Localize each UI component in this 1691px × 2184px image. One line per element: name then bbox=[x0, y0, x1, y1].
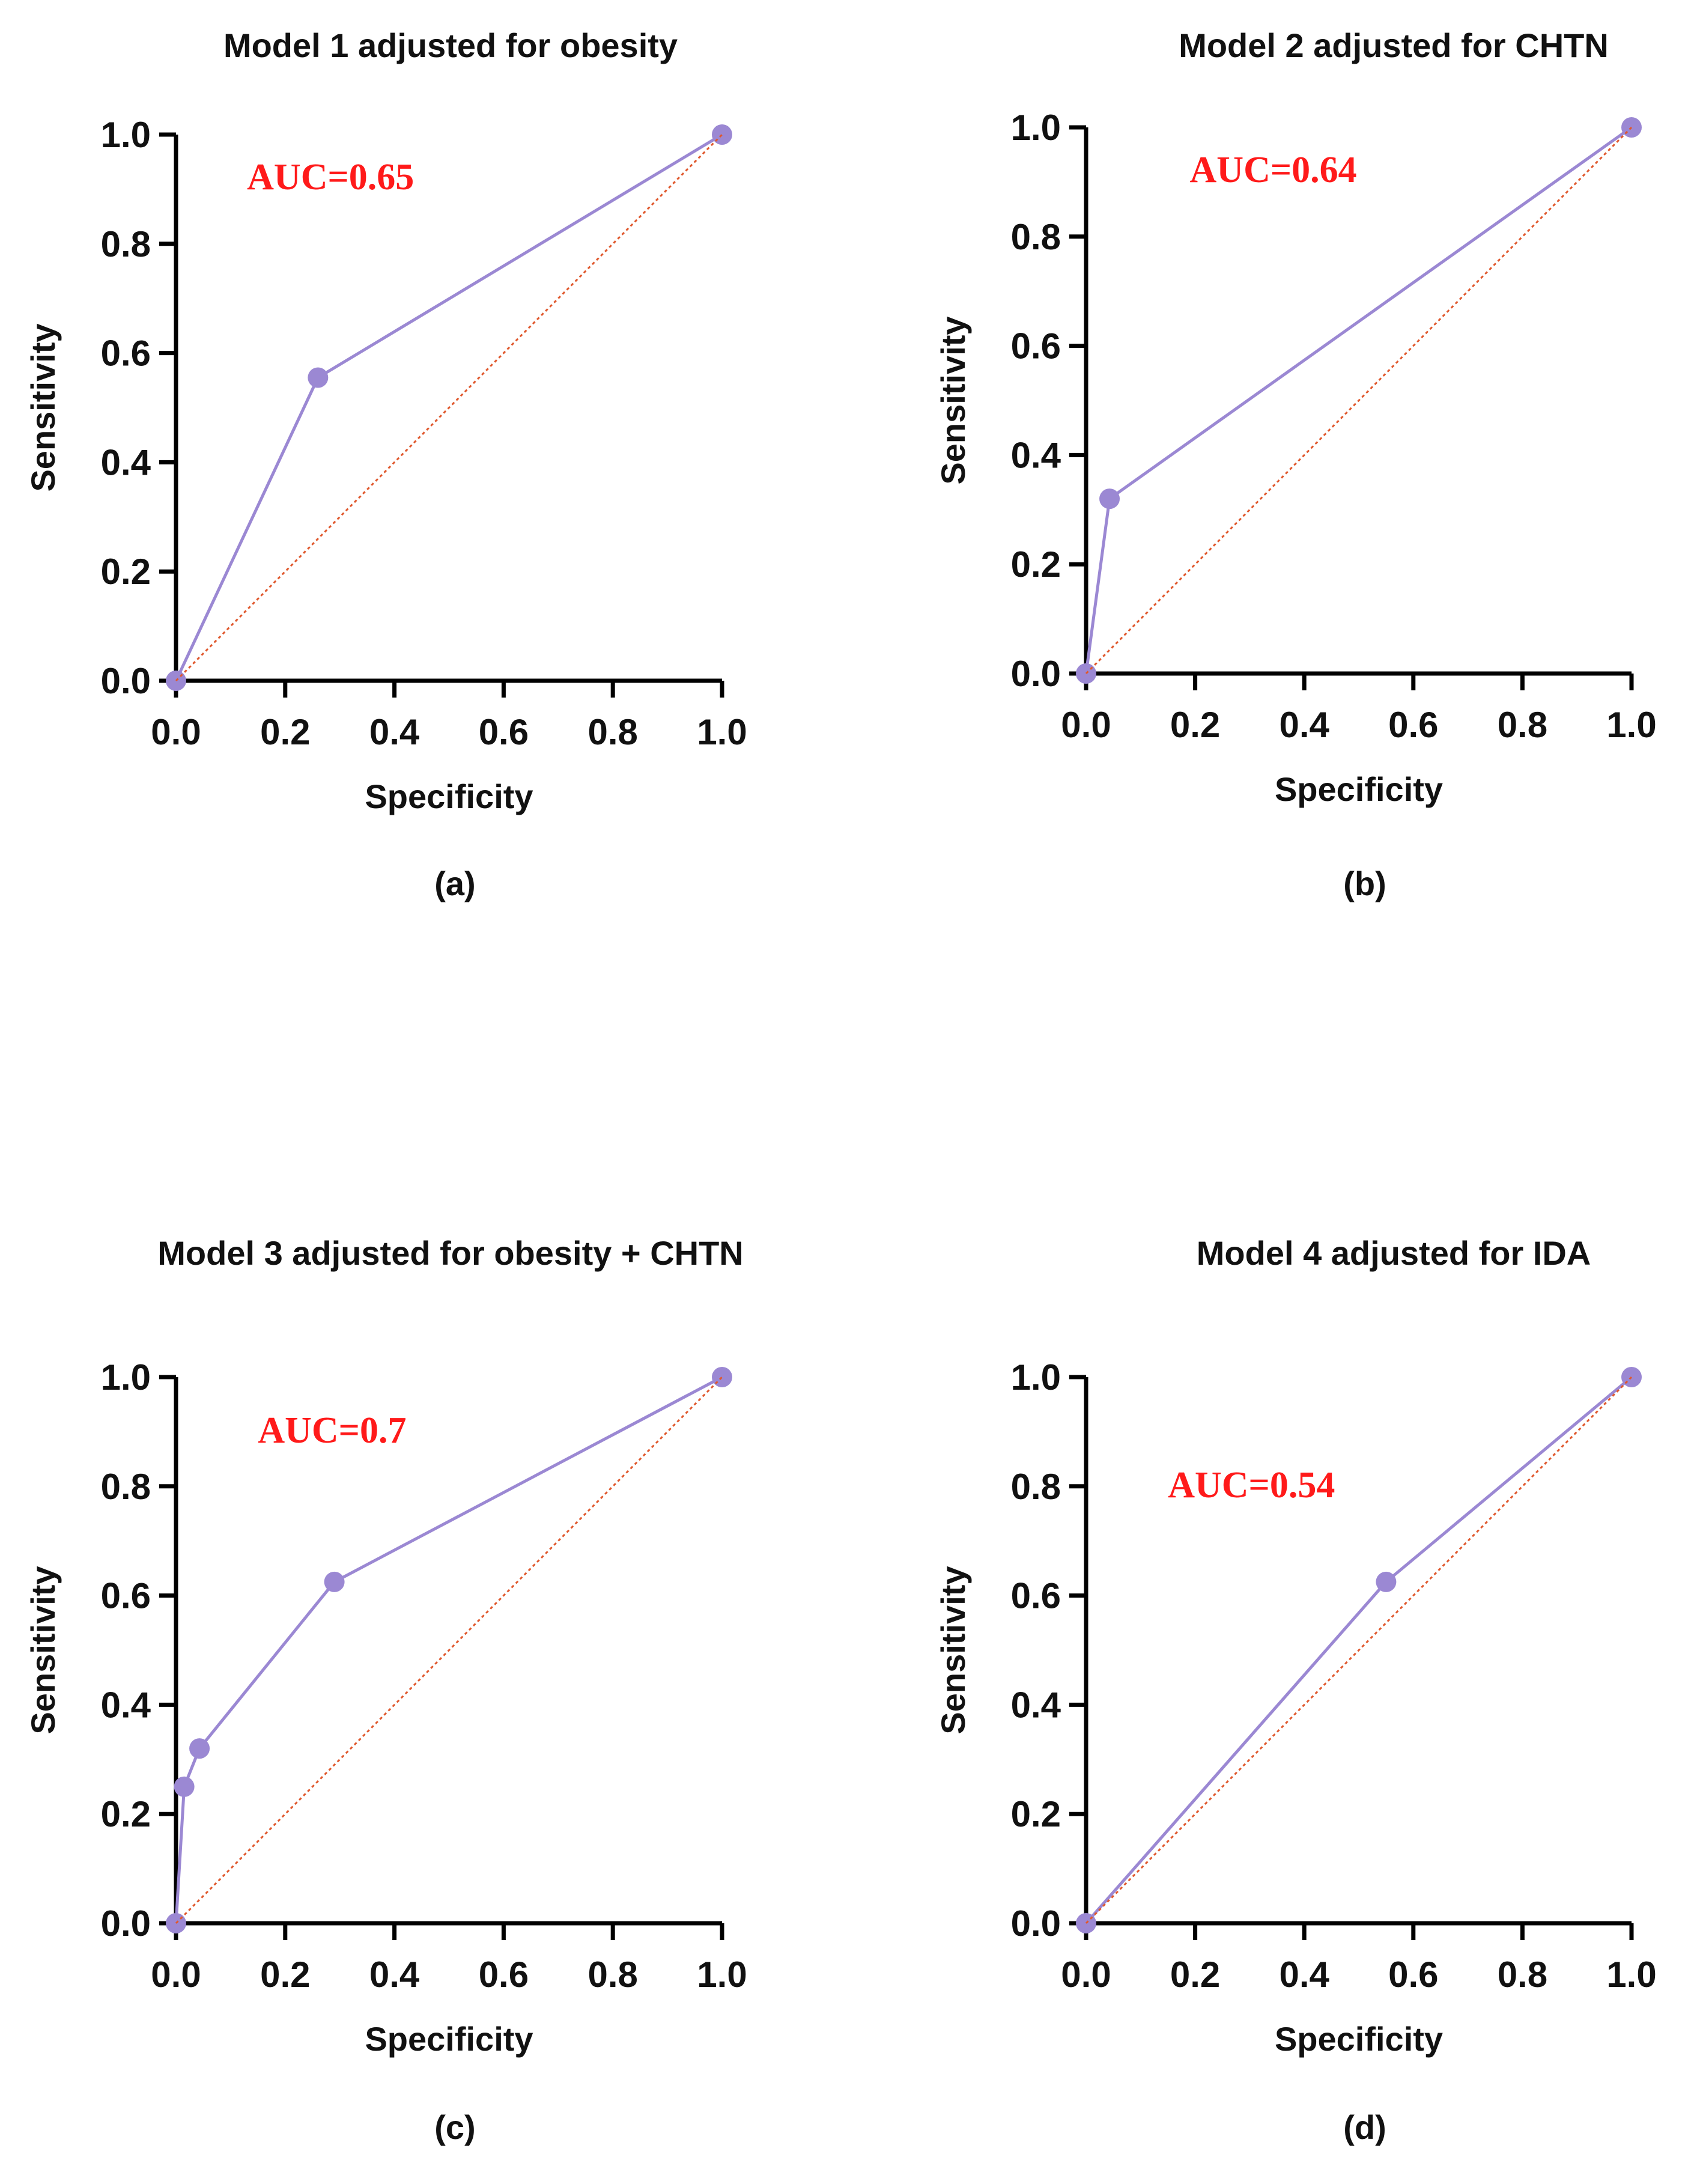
y-tick-label: 0.4 bbox=[1011, 435, 1061, 475]
y-tick-label: 1.0 bbox=[101, 1357, 151, 1398]
x-tick-label: 1.0 bbox=[697, 1954, 747, 1995]
y-tick-label: 0.0 bbox=[101, 661, 151, 701]
roc-point bbox=[712, 124, 732, 145]
x-tick-label: 0.0 bbox=[1061, 705, 1111, 745]
y-tick-label: 1.0 bbox=[101, 115, 151, 155]
y-axis-label: Sensitivity bbox=[934, 1566, 972, 1734]
x-axis-label: Specificity bbox=[1275, 770, 1443, 808]
y-tick-label: 0.0 bbox=[101, 1903, 151, 1944]
y-tick-label: 0.6 bbox=[1011, 1576, 1061, 1616]
x-tick-label: 1.0 bbox=[1606, 705, 1656, 745]
x-tick-label: 0.4 bbox=[369, 1954, 420, 1995]
y-tick-label: 0.4 bbox=[101, 442, 151, 482]
x-tick-label: 0.8 bbox=[1498, 705, 1547, 745]
x-tick-label: 0.2 bbox=[1170, 705, 1220, 745]
x-tick-label: 0.2 bbox=[260, 712, 310, 752]
y-tick-label: 0.6 bbox=[101, 333, 151, 374]
chart-title: Model 4 adjusted for IDA bbox=[1197, 1234, 1591, 1272]
auc-annotation: AUC=0.65 bbox=[247, 157, 414, 198]
y-tick-label: 1.0 bbox=[1011, 1357, 1061, 1398]
reference-diagonal-line bbox=[175, 1376, 723, 1924]
y-tick-label: 0.6 bbox=[1011, 326, 1061, 367]
panel-label: (b) bbox=[1343, 865, 1386, 902]
chart-panel-4: Model 4 adjusted for IDA 0.0 0.2 0.4 0.6 0.8 1… bbox=[934, 1234, 1657, 2146]
y-axis-label: Sensitivity bbox=[24, 1566, 62, 1734]
y-tick-label: 0.0 bbox=[1011, 1903, 1061, 1944]
y-tick-label: 0.2 bbox=[1011, 1794, 1061, 1834]
x-tick-label: 0.4 bbox=[1279, 1954, 1329, 1995]
reference-diagonal-line bbox=[1085, 126, 1633, 675]
x-tick-label: 0.4 bbox=[369, 712, 420, 752]
y-axis-label: Sensitivity bbox=[934, 316, 972, 484]
y-tick-label: 0.8 bbox=[1011, 217, 1061, 257]
chart-title: Model 3 adjusted for obesity + CHTN bbox=[157, 1234, 743, 1272]
y-tick-label: 0.8 bbox=[101, 1467, 151, 1507]
panel-label: (a) bbox=[434, 865, 475, 902]
panel-label: (c) bbox=[434, 2108, 475, 2146]
chart-panel-3: Model 3 adjusted for obesity + CHTN0.00.… bbox=[24, 1234, 747, 2146]
y-tick-label: 0.2 bbox=[101, 552, 151, 592]
x-tick-label: 0.6 bbox=[479, 712, 529, 752]
y-tick-label: 0.8 bbox=[1011, 1467, 1061, 1507]
roc-point bbox=[712, 1367, 732, 1387]
chart-title: Model 2 adjusted for CHTN bbox=[1179, 26, 1609, 64]
y-tick-label: 0.8 bbox=[101, 224, 151, 264]
x-tick-label: 0.0 bbox=[151, 712, 201, 752]
reference-diagonal-line bbox=[1085, 1376, 1633, 1924]
x-tick-label: 1.0 bbox=[697, 712, 747, 752]
x-tick-label: 0.0 bbox=[151, 1954, 201, 1995]
y-tick-label: 0.4 bbox=[1011, 1685, 1061, 1725]
y-tick-label: 0.6 bbox=[101, 1576, 151, 1616]
panel-label: (d) bbox=[1343, 2108, 1386, 2146]
auc-annotation: AUC=0.64 bbox=[1190, 150, 1357, 190]
roc-point bbox=[308, 367, 329, 388]
chart-title: Model 1 adjusted for obesity bbox=[223, 26, 678, 64]
x-tick-label: 1.0 bbox=[1606, 1954, 1656, 1995]
auc-annotation: AUC=0.7 bbox=[258, 1410, 406, 1451]
y-tick-label: 0.2 bbox=[101, 1794, 151, 1834]
x-tick-label: 0.8 bbox=[587, 712, 637, 752]
roc-point bbox=[189, 1738, 210, 1759]
y-tick-label: 0.4 bbox=[101, 1685, 151, 1725]
x-tick-label: 0.4 bbox=[1279, 705, 1329, 745]
reference-diagonal-line bbox=[175, 133, 723, 682]
x-tick-label: 0.8 bbox=[587, 1954, 637, 1995]
x-tick-label: 0.2 bbox=[1170, 1954, 1220, 1995]
x-tick-label: 0.2 bbox=[260, 1954, 310, 1995]
x-tick-label: 0.8 bbox=[1498, 1954, 1547, 1995]
x-tick-label: 0.0 bbox=[1061, 1954, 1111, 1995]
x-tick-label: 0.6 bbox=[1388, 1954, 1438, 1995]
x-tick-label: 0.6 bbox=[479, 1954, 529, 1995]
roc-point bbox=[1376, 1571, 1397, 1592]
chart-panel-1: Model 1 adjusted for obesity 0.0 0.2 0.4 0.6… bbox=[24, 26, 747, 902]
auc-annotation: AUC=0.54 bbox=[1168, 1465, 1335, 1506]
x-axis-label: Specificity bbox=[365, 777, 533, 815]
y-tick-label: 0.2 bbox=[1011, 544, 1061, 585]
x-tick-label: 0.6 bbox=[1388, 705, 1438, 745]
x-axis-label: Specificity bbox=[365, 2020, 533, 2058]
roc-point bbox=[174, 1776, 195, 1797]
roc-point bbox=[1099, 488, 1120, 509]
chart-panel-2: Model 2 adjusted for CHTN 0.0 0.2 0.4 0.6 0.8… bbox=[934, 26, 1657, 902]
y-tick-label: 0.0 bbox=[1011, 654, 1061, 694]
roc-point bbox=[324, 1571, 345, 1592]
y-tick-label: 1.0 bbox=[1011, 108, 1061, 148]
y-axis-label: Sensitivity bbox=[24, 323, 62, 491]
x-axis-label: Specificity bbox=[1275, 2020, 1443, 2058]
